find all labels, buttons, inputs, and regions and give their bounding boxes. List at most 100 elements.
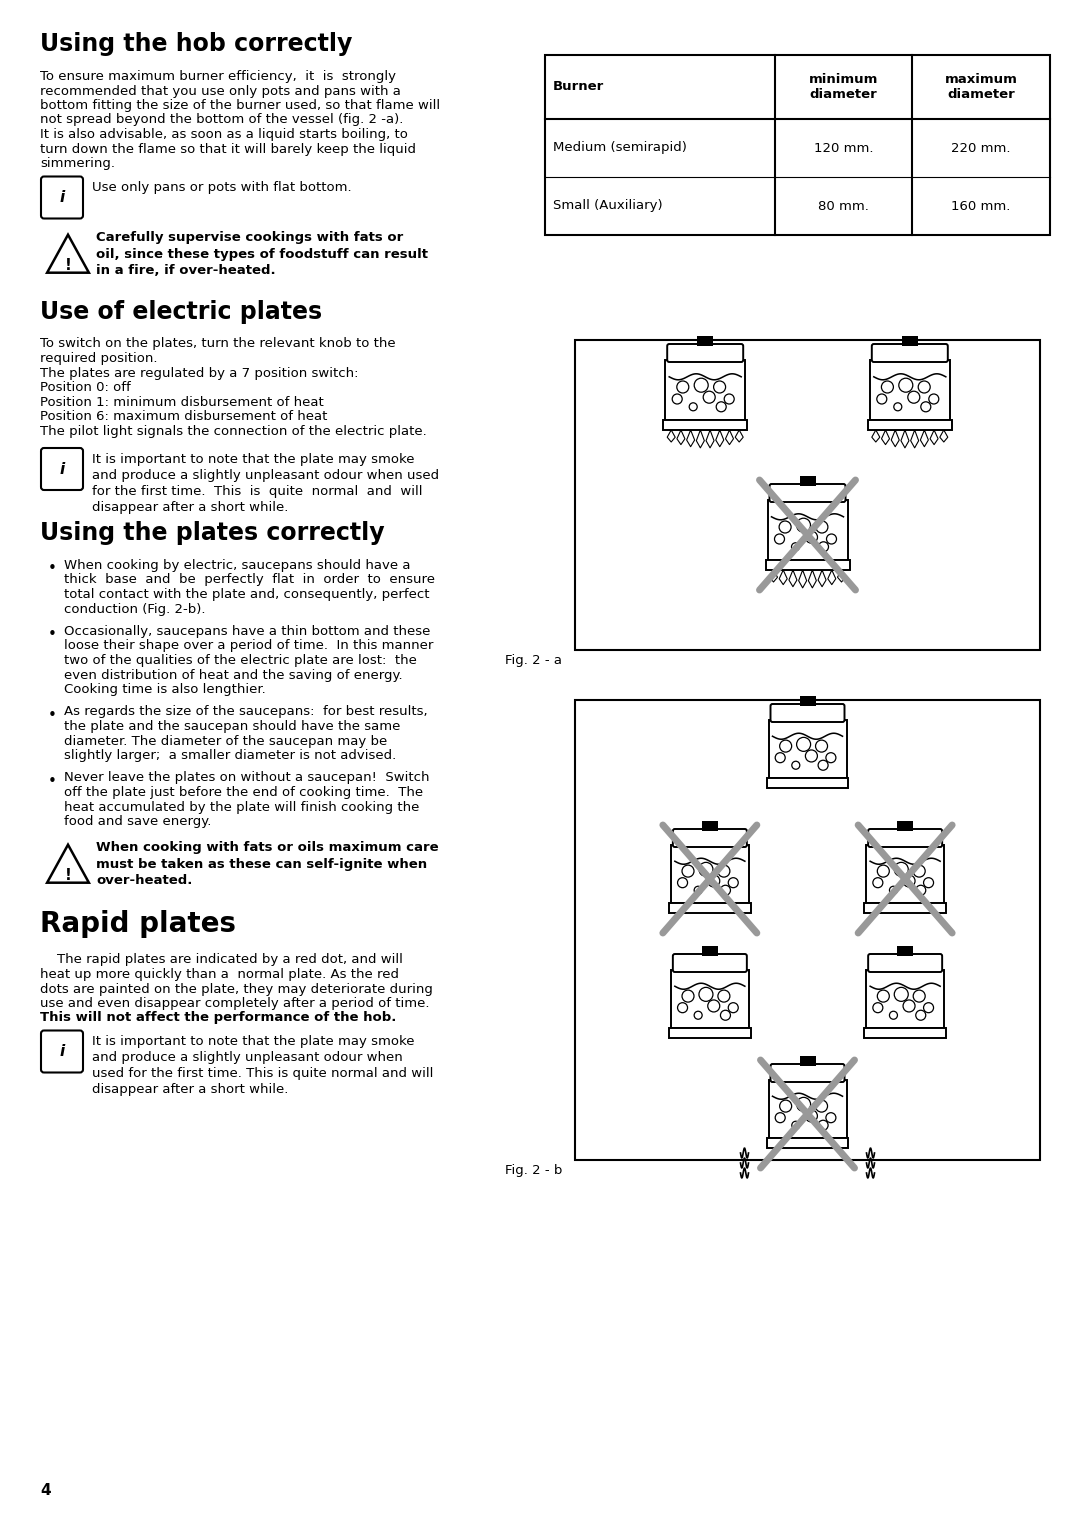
Text: conduction (Fig. 2-b).: conduction (Fig. 2-b). <box>64 602 205 616</box>
FancyBboxPatch shape <box>872 344 948 362</box>
FancyBboxPatch shape <box>671 845 748 903</box>
Text: Cooking time is also lengthier.: Cooking time is also lengthier. <box>64 683 266 695</box>
Circle shape <box>792 542 799 550</box>
Text: i: i <box>59 461 65 477</box>
Text: Rapid plates: Rapid plates <box>40 909 237 938</box>
Bar <box>868 420 951 429</box>
Circle shape <box>894 403 902 411</box>
Circle shape <box>815 1100 827 1112</box>
Text: Using the hob correctly: Using the hob correctly <box>40 32 352 57</box>
Circle shape <box>718 865 730 877</box>
Text: The plates are regulated by a 7 position switch:: The plates are regulated by a 7 position… <box>40 367 359 379</box>
FancyBboxPatch shape <box>671 970 748 1028</box>
Text: Use only pans or pots with flat bottom.: Use only pans or pots with flat bottom. <box>92 182 352 194</box>
Text: Burner: Burner <box>553 81 604 93</box>
Text: When cooking with fats or oils maximum care
must be taken as these can self-igni: When cooking with fats or oils maximum c… <box>96 842 438 888</box>
Text: •: • <box>48 626 57 642</box>
FancyBboxPatch shape <box>866 845 944 903</box>
Bar <box>669 1028 751 1038</box>
Circle shape <box>694 1012 702 1019</box>
Circle shape <box>921 402 931 413</box>
FancyBboxPatch shape <box>41 177 83 219</box>
Text: total contact with the plate and, consequently, perfect: total contact with the plate and, conseq… <box>64 588 430 601</box>
Bar <box>864 903 946 914</box>
Text: Use of electric plates: Use of electric plates <box>40 299 322 324</box>
Circle shape <box>903 876 915 886</box>
Text: 120 mm.: 120 mm. <box>813 142 874 154</box>
FancyBboxPatch shape <box>770 1063 845 1082</box>
Bar <box>799 1056 815 1067</box>
Circle shape <box>694 886 702 894</box>
Bar <box>575 341 1040 649</box>
Text: heat accumulated by the plate will finish cooking the: heat accumulated by the plate will finis… <box>64 801 419 813</box>
Circle shape <box>774 533 784 544</box>
Circle shape <box>775 753 785 762</box>
Text: slightly larger;  a smaller diameter is not advised.: slightly larger; a smaller diameter is n… <box>64 749 396 762</box>
Circle shape <box>797 1097 811 1111</box>
Bar <box>766 559 850 570</box>
Text: required position.: required position. <box>40 351 158 365</box>
Text: recommended that you use only pots and pans with a: recommended that you use only pots and p… <box>40 84 401 98</box>
Text: 160 mm.: 160 mm. <box>951 200 1011 212</box>
Text: It is also advisable, as soon as a liquid starts boiling, to: It is also advisable, as soon as a liqui… <box>40 128 408 141</box>
Circle shape <box>806 532 818 542</box>
Text: Fig. 2 - b: Fig. 2 - b <box>505 1164 563 1177</box>
Bar <box>767 778 849 788</box>
Text: turn down the flame so that it will barely keep the liquid: turn down the flame so that it will bare… <box>40 142 416 156</box>
Circle shape <box>707 999 719 1012</box>
Circle shape <box>714 380 726 393</box>
Text: 80 mm.: 80 mm. <box>818 200 869 212</box>
Bar <box>575 700 1040 1160</box>
Circle shape <box>873 877 882 888</box>
Circle shape <box>873 1002 882 1013</box>
Text: loose their shape over a period of time.  In this manner: loose their shape over a period of time.… <box>64 640 433 652</box>
FancyBboxPatch shape <box>769 484 846 503</box>
Circle shape <box>877 990 889 1002</box>
Text: It is important to note that the plate may smoke
and produce a slightly unpleasa: It is important to note that the plate m… <box>92 452 440 513</box>
Circle shape <box>775 1112 785 1123</box>
Circle shape <box>797 518 810 532</box>
Circle shape <box>703 391 715 403</box>
Text: two of the qualities of the electric plate are lost:  the: two of the qualities of the electric pla… <box>64 654 417 668</box>
Circle shape <box>792 1122 800 1129</box>
Text: •: • <box>48 561 57 576</box>
Text: Never leave the plates on without a saucepan!  Switch: Never leave the plates on without a sauc… <box>64 772 430 784</box>
Circle shape <box>720 885 730 895</box>
Circle shape <box>899 379 913 393</box>
FancyBboxPatch shape <box>769 720 847 778</box>
Bar <box>799 477 815 486</box>
Bar <box>799 695 815 706</box>
Circle shape <box>797 738 811 752</box>
FancyBboxPatch shape <box>41 1030 83 1073</box>
Text: 4: 4 <box>40 1484 51 1497</box>
Circle shape <box>725 394 734 403</box>
Polygon shape <box>48 235 89 272</box>
Polygon shape <box>48 845 89 883</box>
Circle shape <box>894 987 908 1001</box>
Text: food and save energy.: food and save energy. <box>64 814 212 828</box>
Text: This will not affect the performance of the hob.: This will not affect the performance of … <box>40 1012 396 1024</box>
FancyBboxPatch shape <box>665 361 745 420</box>
Circle shape <box>914 990 926 1002</box>
Text: The rapid plates are indicated by a red dot, and will: The rapid plates are indicated by a red … <box>40 953 403 967</box>
Bar <box>897 821 914 831</box>
FancyBboxPatch shape <box>868 830 942 847</box>
Text: Small (Auxiliary): Small (Auxiliary) <box>553 200 663 212</box>
Text: thick  base  and  be  perfectly  flat  in  order  to  ensure: thick base and be perfectly flat in orde… <box>64 573 435 587</box>
Text: It is important to note that the plate may smoke
and produce a slightly unpleasa: It is important to note that the plate m… <box>92 1036 433 1097</box>
Text: minimum
diameter: minimum diameter <box>809 73 878 101</box>
Circle shape <box>718 990 730 1002</box>
Circle shape <box>779 521 791 533</box>
Circle shape <box>815 521 828 533</box>
Circle shape <box>792 761 800 769</box>
Circle shape <box>728 1002 739 1013</box>
Circle shape <box>918 380 930 393</box>
Text: Occasionally, saucepans have a thin bottom and these: Occasionally, saucepans have a thin bott… <box>64 625 430 639</box>
Text: 220 mm.: 220 mm. <box>951 142 1011 154</box>
Text: dots are painted on the plate, they may deteriorate during: dots are painted on the plate, they may … <box>40 983 433 996</box>
Circle shape <box>890 1012 897 1019</box>
Circle shape <box>894 862 908 877</box>
Circle shape <box>728 877 739 888</box>
FancyBboxPatch shape <box>41 448 83 490</box>
FancyBboxPatch shape <box>868 953 942 972</box>
